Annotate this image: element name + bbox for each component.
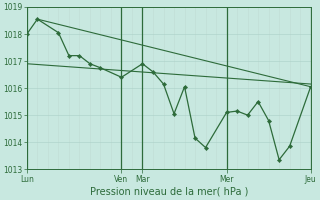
X-axis label: Pression niveau de la mer( hPa ): Pression niveau de la mer( hPa ) xyxy=(90,187,248,197)
